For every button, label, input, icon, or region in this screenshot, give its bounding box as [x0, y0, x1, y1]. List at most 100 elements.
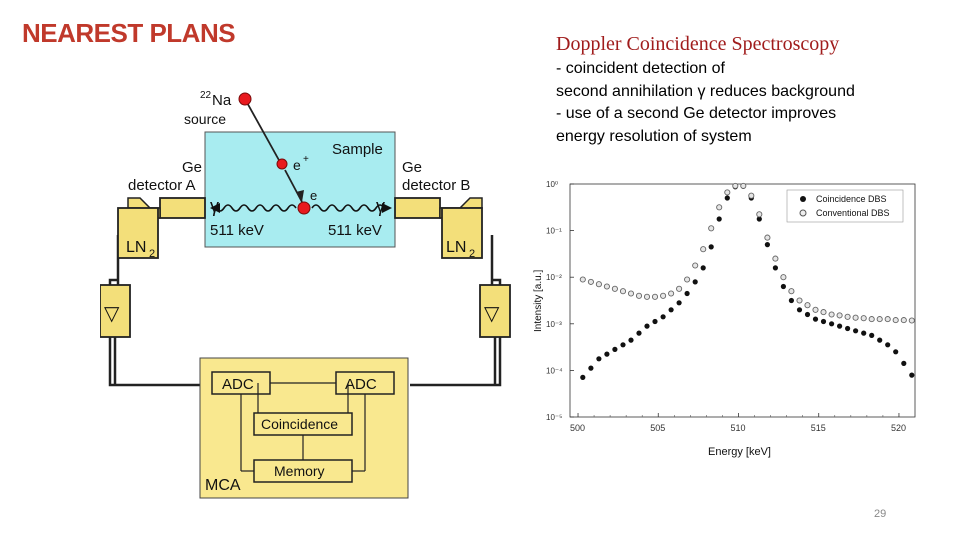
legend-label-conventional: Conventional DBS: [816, 208, 890, 218]
coincidence-data-point: [668, 307, 674, 313]
conventional-data-point: [828, 311, 835, 318]
conventional-data-point: [611, 285, 618, 292]
conventional-data-point: [635, 292, 643, 299]
coincidence-label: Coincidence: [261, 416, 338, 432]
bullet-list: - coincident detection of second annihil…: [556, 58, 936, 148]
gamma-ray-left: [215, 204, 297, 212]
conventional-data-point: [603, 283, 610, 290]
coincidence-data-point: [861, 330, 867, 336]
coincidence-data-point: [652, 318, 658, 325]
legend-label-coincidence: Coincidence DBS: [816, 194, 887, 204]
positron-charge: +: [303, 154, 309, 165]
sample-box: [204, 131, 396, 248]
conventional-data-point: [748, 192, 755, 199]
coincidence-data-point: [901, 360, 907, 366]
chart-y-axis-label: Intensity [a.u.]: [533, 270, 544, 332]
coincidence-data-point: [820, 318, 827, 325]
energy-left-label: 511 keV: [210, 222, 264, 239]
conventional-data-point: [764, 234, 771, 241]
conventional-data-point: [804, 302, 811, 309]
coincidence-data-point: [708, 244, 714, 250]
conventional-data-point: [796, 297, 803, 304]
coincidence-data-point: [588, 365, 594, 371]
coincidence-data-point: [893, 349, 899, 355]
conventional-data-point: [836, 312, 843, 319]
y-tick-label: 10⁻²: [546, 273, 562, 282]
conventional-data-point: [892, 317, 899, 324]
amplifier-right: [479, 284, 511, 338]
coincidence-data-point: [676, 300, 682, 306]
conventional-data-point: [876, 316, 883, 323]
coincidence-data-point: [628, 337, 634, 343]
gamma-left-symbol: γ: [210, 196, 219, 216]
ln2-right-label: LN: [446, 239, 466, 256]
conventional-data-point: [780, 274, 787, 281]
coincidence-data-point: [829, 321, 835, 327]
conventional-data-point: [651, 293, 659, 300]
conventional-data-point: [900, 317, 907, 324]
conventional-data-point: [587, 278, 594, 285]
conventional-data-point: [740, 182, 747, 189]
bullet-line-3: - use of a second Ge detector improves: [556, 105, 837, 122]
sample-label: Sample: [332, 141, 383, 158]
conventional-data-point: [884, 316, 891, 323]
conventional-data-point: [684, 276, 691, 283]
amplifier-left: [100, 284, 131, 338]
coincidence-data-point: [804, 311, 811, 318]
conventional-data-point: [756, 211, 763, 218]
conventional-data-point: [716, 204, 723, 211]
conventional-data-point: [868, 316, 875, 323]
coincidence-data-point: [684, 290, 690, 297]
x-tick-label: 520: [891, 423, 906, 433]
conventional-data-point: [692, 262, 699, 269]
coincidence-data-point: [700, 265, 706, 271]
ln2-left-label: LN: [126, 239, 146, 256]
coincidence-data-point: [612, 346, 618, 352]
coincidence-data-point: [885, 342, 891, 348]
amplifier-left-symbol: ▽: [104, 303, 120, 325]
conventional-data-point: [676, 285, 683, 292]
legend-marker-coincidence: [800, 196, 806, 202]
coincidence-data-point: [620, 342, 626, 348]
chart-legend: Coincidence DBS Conventional DBS: [786, 189, 904, 223]
conventional-data-point: [708, 225, 715, 232]
coincidence-data-point: [636, 330, 642, 336]
coincidence-data-point: [692, 279, 698, 285]
source-dot: [238, 92, 252, 106]
bullet-line-1: - coincident detection of: [556, 60, 725, 77]
slide-title: NEAREST PLANS: [22, 18, 236, 48]
detector-b-label-line1: Ge: [402, 159, 422, 176]
x-tick-label: 500: [570, 423, 585, 433]
positron-label: e: [293, 157, 301, 173]
conventional-data-point: [788, 288, 795, 295]
conventional-data-point: [908, 317, 915, 324]
y-tick-label: 10⁰: [546, 180, 558, 189]
conventional-data-point: [660, 292, 667, 299]
coincidence-data-point: [604, 351, 610, 357]
coincidence-data-point: [853, 328, 859, 334]
electron-label: e: [310, 188, 317, 203]
legend-marker-conventional: [799, 209, 807, 217]
conventional-data-point: [668, 290, 675, 297]
coincidence-data-point: [909, 372, 915, 378]
coincidence-data-point: [845, 325, 851, 332]
annihilation-dot: [297, 201, 311, 215]
source-mass-number: 22: [200, 90, 212, 101]
ln2-right-subscript: 2: [469, 248, 475, 260]
conventional-data-point: [772, 255, 779, 262]
coincidence-data-point: [596, 356, 602, 362]
amplifier-right-symbol: ▽: [484, 303, 500, 325]
conventional-data-point: [700, 246, 707, 253]
conventional-data-point: [812, 306, 819, 313]
y-tick-label: 10⁻³: [546, 320, 562, 329]
bullet-line-4: energy resolution of system: [556, 127, 752, 145]
mca-internal-wires: [240, 382, 366, 472]
x-tick-label: 505: [650, 423, 665, 433]
adc-right-label: ADC: [345, 376, 377, 393]
conventional-data-point: [820, 309, 827, 316]
y-tick-label: 10⁻⁴: [546, 366, 563, 375]
coincidence-data-point: [780, 283, 786, 290]
coincidence-data-point: [580, 374, 586, 380]
conventional-data-point: [852, 314, 859, 321]
coincidence-data-point: [837, 323, 843, 329]
